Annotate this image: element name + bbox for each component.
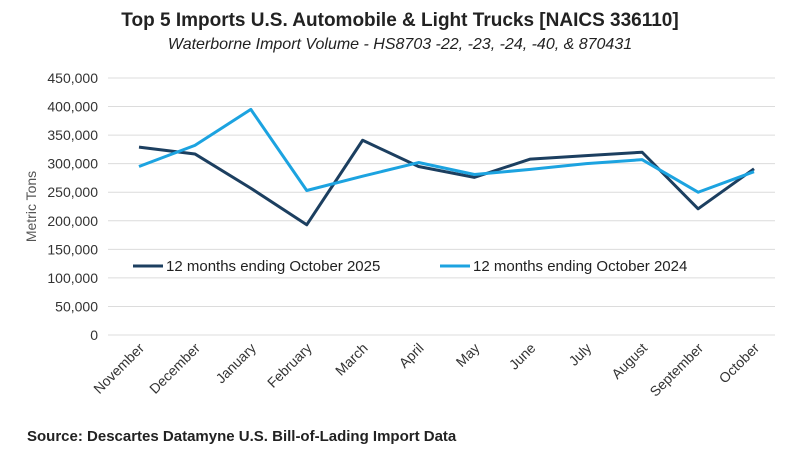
y-tick-label: 350,000 <box>47 127 98 143</box>
x-tick-label: August <box>608 340 650 382</box>
series-line-2 <box>138 107 755 194</box>
y-tick-label: 100,000 <box>47 270 98 286</box>
y-tick-label: 50,000 <box>55 298 98 314</box>
y-tick-label: 150,000 <box>47 241 98 257</box>
y-axis-label: Metric Tons <box>23 171 39 242</box>
x-tick-label: February <box>264 340 315 391</box>
x-tick-label: November <box>90 340 147 397</box>
y-tick-label: 300,000 <box>47 156 98 172</box>
chart-subtitle: Waterborne Import Volume - HS8703 -22, -… <box>167 36 633 53</box>
x-tick-label: May <box>453 340 483 370</box>
y-tick-label: 250,000 <box>47 184 98 200</box>
legend-label: 12 months ending October 2025 <box>166 258 380 275</box>
x-tick-label: October <box>716 340 763 387</box>
y-tick-label: 450,000 <box>47 70 98 86</box>
chart-title: Top 5 Imports U.S. Automobile & Light Tr… <box>121 10 679 31</box>
legend-label: 12 months ending October 2024 <box>473 258 687 275</box>
x-tick-label: September <box>646 340 706 400</box>
source-note: Source: Descartes Datamyne U.S. Bill-of-… <box>27 428 457 445</box>
y-tick-label: 200,000 <box>47 213 98 229</box>
x-tick-label: June <box>506 340 539 373</box>
y-tick-label: 0 <box>90 327 98 343</box>
series-line-1 <box>138 138 755 227</box>
x-tick-label: April <box>396 340 427 371</box>
x-tick-label: January <box>212 340 259 387</box>
x-tick-label: March <box>332 340 371 379</box>
y-tick-label: 400,000 <box>47 99 98 115</box>
x-tick-label: July <box>565 340 594 369</box>
x-tick-label: December <box>146 340 203 397</box>
